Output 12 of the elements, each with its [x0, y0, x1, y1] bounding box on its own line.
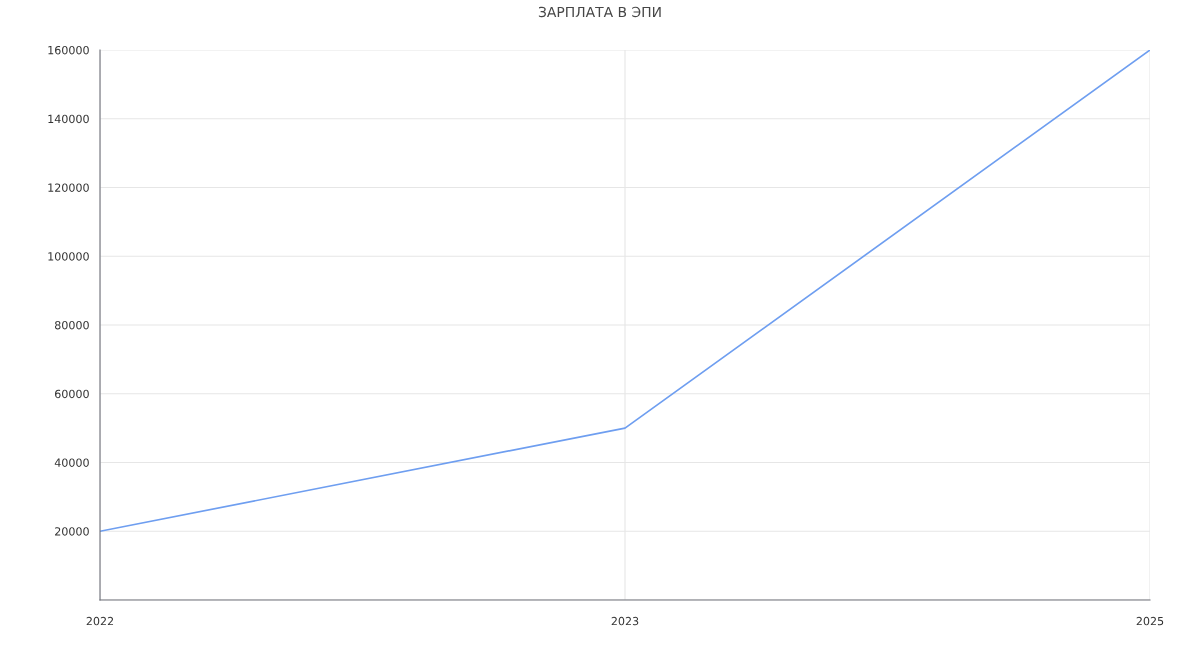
- y-tick-label: 60000: [55, 389, 89, 399]
- x-tick-label: 2025: [1136, 616, 1164, 626]
- y-tick-label: 120000: [48, 183, 89, 192]
- y-tick-label: 80000: [54, 320, 89, 330]
- chart-title: ЗАРПЛАТА В ЭПИ: [538, 6, 661, 18]
- x-tick-label: 2023: [611, 616, 639, 626]
- y-tick-label: 160000: [48, 45, 89, 55]
- y-tick-label: 20000: [55, 527, 89, 536]
- y-tick-label: 100000: [48, 252, 89, 261]
- y-tick-label: 140000: [48, 114, 89, 124]
- y-tick-label: 40000: [54, 458, 89, 467]
- x-tick-label: 2022: [86, 616, 114, 626]
